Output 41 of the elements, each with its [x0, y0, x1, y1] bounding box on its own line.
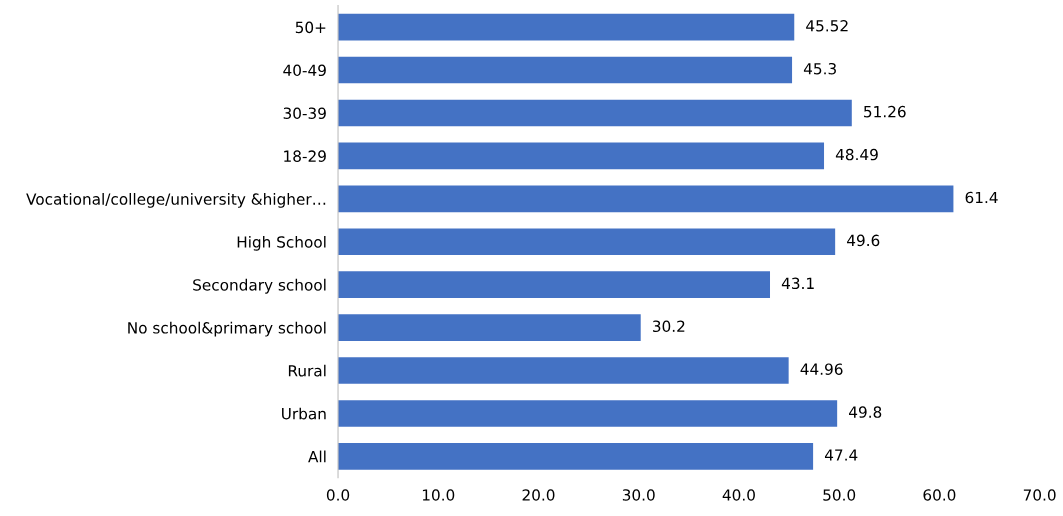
- y-tick-label: High School: [237, 235, 326, 251]
- y-tick-label: Vocational/college/university &higher…: [26, 193, 326, 208]
- bar: [338, 314, 641, 341]
- bar: [338, 443, 814, 470]
- y-tick-label: All: [308, 450, 326, 463]
- y-tick-label: 18-29: [284, 150, 326, 162]
- bar: [338, 400, 838, 427]
- bar: [338, 13, 795, 41]
- bar: [338, 142, 825, 170]
- x-tick-label: 40.0: [722, 489, 755, 501]
- y-tick-label: 30-39: [283, 107, 326, 119]
- data-label: 49.8: [849, 406, 882, 418]
- x-tick-label: 10.0: [422, 489, 455, 501]
- bar: [338, 185, 954, 213]
- data-label: 48.49: [835, 148, 878, 161]
- x-tick-label: 60.0: [923, 489, 956, 501]
- x-tick-label: 50.0: [823, 489, 856, 501]
- y-tick-label: Urban: [282, 407, 326, 420]
- data-label: 61.4: [965, 191, 998, 204]
- y-tick-label: 40-49: [283, 64, 326, 77]
- x-tick-label: 30.0: [622, 489, 655, 501]
- x-tick-label: 20.0: [522, 489, 555, 501]
- data-label: 45.3: [803, 62, 836, 75]
- data-label: 47.4: [824, 449, 858, 461]
- bar: [338, 228, 836, 256]
- data-label: 43.1: [781, 277, 814, 290]
- bar: [338, 56, 793, 84]
- y-tick-label: 50+: [295, 21, 326, 34]
- x-tick-label: 70.0: [1023, 489, 1056, 501]
- bar: [338, 357, 789, 384]
- y-tick-label: Rural: [288, 364, 326, 377]
- y-tick-label: Secondary school: [193, 278, 326, 294]
- bar: [338, 99, 852, 127]
- data-label: 44.96: [800, 363, 843, 375]
- data-label: 49.6: [847, 234, 880, 247]
- y-tick-label: No school&primary school: [128, 321, 326, 337]
- bar: [338, 271, 771, 298]
- x-tick-label: 0.0: [326, 489, 350, 501]
- data-label: 30.2: [652, 320, 685, 333]
- data-label: 51.26: [864, 105, 906, 118]
- data-label: 45.52: [806, 20, 848, 32]
